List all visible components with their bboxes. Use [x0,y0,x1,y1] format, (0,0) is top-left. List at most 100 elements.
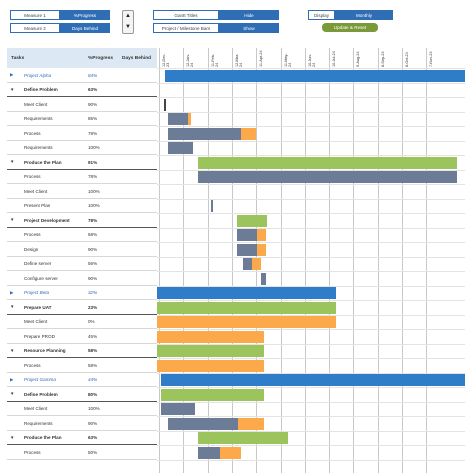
gantt-bar[interactable] [168,127,241,140]
gantt-bar[interactable] [161,374,465,386]
expand-caret-icon[interactable]: ▼ [10,434,15,440]
task-row[interactable]: ▼ Produce the Plan 63% [7,431,157,445]
task-row[interactable]: Present Plan 100% [7,199,157,213]
gantt-bar[interactable] [257,243,266,256]
gantt-bar[interactable] [168,417,238,430]
task-row[interactable]: ▼ Project Development 78% [7,213,157,228]
task-progress: 50% [88,449,98,455]
gantt-bar[interactable] [220,446,241,459]
gantt-bar[interactable] [237,243,257,256]
gantt-bar[interactable] [164,98,166,111]
progress-column-header: %Progress [88,56,114,61]
gantt-bar[interactable] [198,446,220,459]
gantt-bar[interactable] [157,287,336,299]
update-reset-button[interactable]: Update & Reset [322,23,378,32]
task-row[interactable]: ▶ Project Beta 32% [7,286,157,300]
task-progress: 100% [88,145,100,150]
spin-down-icon[interactable]: ▼ [125,24,131,30]
task-row[interactable]: Requirements 90% [7,416,157,431]
task-row[interactable]: Process 50% [7,445,157,460]
gantt-row-separator [157,314,465,316]
task-row[interactable]: Configure server 90% [7,271,157,286]
gantt-bar[interactable] [188,113,191,125]
gantt-bar[interactable] [161,388,264,401]
expand-caret-icon[interactable]: ▼ [10,347,15,353]
expand-caret-icon[interactable]: ▶ [10,72,14,77]
expand-caret-icon[interactable]: ▶ [10,376,14,382]
gantt-bar[interactable] [252,258,261,270]
spin-up-icon[interactable]: ▲ [125,13,131,19]
gantt-gridline [280,48,282,473]
gantt-bar[interactable] [257,229,266,241]
gantt-row-separator [157,329,465,330]
task-progress: 85% [88,116,98,121]
gantt-bar[interactable] [198,432,288,444]
gantt-date-label: 10-Jun-24 [307,54,316,67]
task-row[interactable]: ▼ Resource Planning 58% [7,344,157,358]
gantt-bar[interactable] [165,69,465,82]
expand-caret-icon[interactable]: ▼ [10,217,15,222]
task-row[interactable]: Prepare PROD 45% [7,329,157,344]
gantt-row-separator [157,97,465,98]
gantt-titles-toggle[interactable]: Hide [219,10,279,20]
task-name: Meet Client [24,406,48,411]
task-name: Produce the Plan [24,435,62,440]
task-row[interactable]: ▶ Project Gamma 44% [7,373,157,387]
task-row[interactable]: Meet Client 100% [7,402,157,416]
gantt-bar[interactable] [238,417,264,430]
expand-caret-icon[interactable]: ▼ [10,86,15,92]
task-name: Project Gamma [24,377,56,382]
gantt-bar[interactable] [198,156,457,169]
gantt-row-separator [157,213,465,214]
project-bars-toggle[interactable]: Show [219,23,279,33]
expand-caret-icon[interactable]: ▼ [10,304,15,309]
gantt-bar[interactable] [237,229,257,241]
task-row[interactable]: Meet Client 100% [7,184,157,199]
task-row[interactable]: Process 68% [7,228,157,242]
task-row[interactable]: ▼ Define Problem 80% [7,387,157,402]
expand-caret-icon[interactable]: ▼ [10,391,15,396]
gantt-gridline [231,48,233,473]
gantt-bar[interactable] [211,200,213,212]
task-row[interactable]: ▼ Define Problem 63% [7,83,157,97]
task-name: Requirements [24,116,53,121]
task-row[interactable]: Requirements 85% [7,112,157,126]
task-progress: 90% [88,275,98,281]
gantt-row-separator [157,271,465,272]
task-row[interactable]: ▼ Produce the Plan 91% [7,155,157,170]
measure2-value[interactable]: Days Behind [60,23,110,33]
gantt-bar[interactable] [198,171,457,183]
gantt-gridline [183,48,185,473]
gantt-bar[interactable] [261,272,266,285]
gantt-bar[interactable] [157,359,264,372]
gantt-bar[interactable] [237,214,267,227]
measure1-value[interactable]: %Progress [60,10,110,20]
task-row[interactable]: ▶ Project Alpha 84% [7,68,157,83]
expand-caret-icon[interactable]: ▼ [10,159,15,164]
gantt-bar[interactable] [157,345,264,357]
gantt-bar[interactable] [157,330,264,343]
task-row[interactable]: Process 78% [7,126,157,141]
gantt-date-label: 11-May-24 [283,53,292,67]
task-row[interactable]: Process 78% [7,170,157,184]
task-row[interactable]: ▼ Prepare UAT 23% [7,300,157,315]
gantt-bar[interactable] [243,258,252,270]
expand-caret-icon[interactable]: ▶ [10,289,14,295]
gantt-bar[interactable] [157,301,336,314]
measure-spinner[interactable]: ▲ ▼ [122,10,134,34]
task-row[interactable]: Define server 56% [7,257,157,271]
task-progress: 45% [88,333,98,339]
task-row[interactable]: Design 90% [7,242,157,257]
gantt-bar[interactable] [168,113,188,125]
display-select[interactable]: Monthly [335,10,393,20]
task-row[interactable]: Process 58% [7,358,157,373]
task-row[interactable]: Requirements 100% [7,141,157,155]
task-row[interactable]: Meet Client 90% [7,97,157,112]
gantt-bar[interactable] [161,403,195,415]
gantt-bar[interactable] [241,127,256,140]
task-name: Prepare PROD [24,333,55,339]
gantt-row-separator [157,155,465,156]
gantt-bar[interactable] [157,316,336,328]
task-row[interactable]: Meet Client 0% [7,315,157,329]
gantt-bar[interactable] [168,142,193,154]
